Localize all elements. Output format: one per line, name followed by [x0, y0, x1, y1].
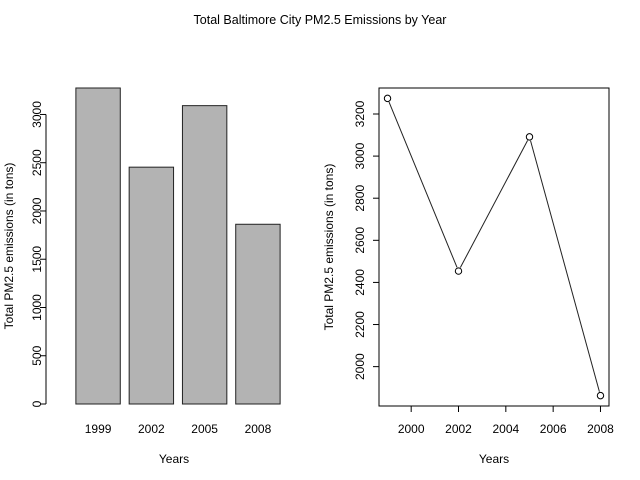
- line-y-tick-label-3000: 3000: [353, 142, 367, 169]
- line-segment-1: [388, 101, 458, 268]
- bar-y-tick-label-1000: 1000: [30, 294, 44, 321]
- x-tick-label-1999: 1999: [85, 422, 112, 436]
- line-y-tick-label-3200: 3200: [353, 100, 367, 127]
- bar-y-tick-label-1500: 1500: [30, 246, 44, 273]
- line-x-tick-label-2006: 2006: [540, 422, 567, 436]
- x-tick-label-2005: 2005: [191, 422, 218, 436]
- chart-title: Total Baltimore City PM2.5 Emissions by …: [193, 13, 447, 27]
- data-point-2002: [454, 267, 463, 275]
- line-x-tick-label-2008: 2008: [587, 422, 614, 436]
- bar-y-tick-label-0: 0: [30, 400, 44, 407]
- bar-y-tick-label-2000: 2000: [30, 197, 44, 224]
- line-segment-2: [459, 140, 529, 268]
- line-segment-3: [530, 140, 600, 392]
- data-point-1999: [383, 94, 392, 103]
- line-y-tick-label-2400: 2400: [353, 269, 367, 296]
- bar-2005: [181, 105, 228, 405]
- data-point-2008: [596, 391, 605, 400]
- bar-x-axis-title: Years: [159, 452, 189, 466]
- line-x-tick-label-2002: 2002: [445, 422, 472, 436]
- bar-y-tick-label-500: 500: [30, 345, 44, 365]
- data-point-2005: [525, 133, 534, 141]
- line-x-tick-label-2004: 2004: [492, 422, 519, 436]
- bar-y-axis-title: Total PM2.5 emissions (in tons): [2, 163, 16, 330]
- bar-2008: [235, 223, 281, 405]
- line-y-tick-label-2200: 2200: [353, 311, 367, 338]
- line-y-axis-title: Total PM2.5 emissions (in tons): [322, 164, 336, 331]
- bar-y-tick-label-3000: 3000: [30, 101, 44, 128]
- line-plot-box: [378, 87, 610, 407]
- line-y-tick-label-2600: 2600: [353, 227, 367, 254]
- bar-2002: [128, 166, 175, 405]
- x-tick-label-2008: 2008: [245, 422, 272, 436]
- line-y-tick-label-2000: 2000: [353, 353, 367, 380]
- x-tick-label-2002: 2002: [138, 422, 165, 436]
- line-y-tick-label-2800: 2800: [353, 185, 367, 212]
- line-x-tick-label-2000: 2000: [398, 422, 425, 436]
- bar-1999: [75, 87, 121, 405]
- bar-y-tick-label-2500: 2500: [30, 149, 44, 176]
- line-x-axis-title: Years: [479, 452, 509, 466]
